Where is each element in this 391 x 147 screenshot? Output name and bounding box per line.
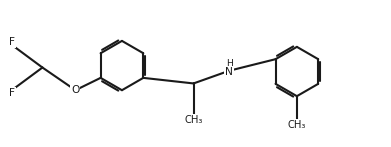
Text: CH₃: CH₃ <box>184 115 203 125</box>
Text: N: N <box>225 66 233 76</box>
Text: CH₃: CH₃ <box>288 120 306 130</box>
Text: O: O <box>71 85 80 95</box>
Text: H: H <box>226 59 233 68</box>
Text: F: F <box>9 88 15 98</box>
Text: F: F <box>9 37 15 47</box>
